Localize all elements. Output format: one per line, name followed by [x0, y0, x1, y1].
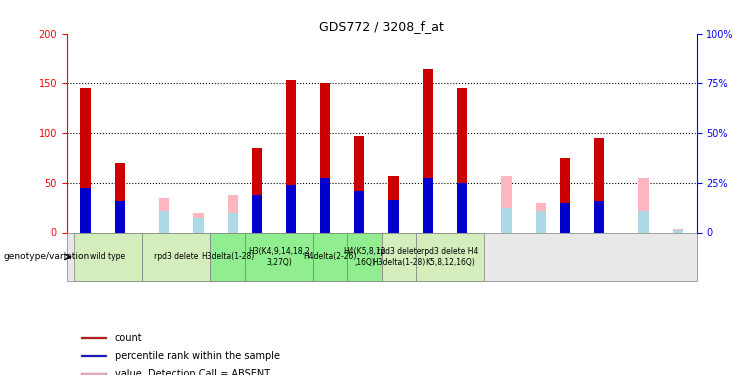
Bar — [536, 211, 546, 232]
Text: H3(K4,9,14,18,2
3,27Q): H3(K4,9,14,18,2 3,27Q) — [248, 247, 310, 267]
Bar — [115, 163, 125, 232]
Bar — [251, 195, 262, 232]
Text: rpd3 delete
H3delta(1-28): rpd3 delete H3delta(1-28) — [372, 247, 425, 267]
Text: genotype/variation: genotype/variation — [4, 252, 90, 261]
Bar — [313, 232, 348, 281]
Bar — [142, 232, 210, 281]
Bar — [354, 136, 365, 232]
Bar — [159, 198, 170, 232]
Bar — [502, 176, 512, 232]
Bar — [227, 195, 238, 232]
Bar — [193, 217, 204, 232]
Bar — [594, 138, 604, 232]
Text: H4delta(2-26): H4delta(2-26) — [304, 252, 357, 261]
Bar — [594, 201, 604, 232]
Bar — [245, 232, 313, 281]
Bar — [81, 355, 107, 357]
Bar — [227, 213, 238, 232]
Bar — [673, 228, 683, 232]
Bar — [81, 373, 107, 375]
Bar — [80, 188, 90, 232]
Text: wild type: wild type — [90, 252, 125, 261]
Bar — [536, 202, 546, 232]
Bar — [286, 185, 296, 232]
Bar — [457, 88, 467, 232]
Bar — [320, 84, 330, 232]
Bar — [422, 69, 433, 232]
Text: rpd3 delete H4
K5,8,12,16Q): rpd3 delete H4 K5,8,12,16Q) — [422, 247, 479, 267]
Bar — [81, 337, 107, 339]
Bar — [457, 183, 467, 232]
Bar — [638, 211, 648, 232]
Bar — [286, 81, 296, 232]
Bar — [388, 200, 399, 232]
Text: percentile rank within the sample: percentile rank within the sample — [115, 351, 279, 361]
Bar — [73, 232, 142, 281]
Bar — [251, 148, 262, 232]
Bar — [210, 232, 245, 281]
Text: value, Detection Call = ABSENT: value, Detection Call = ABSENT — [115, 369, 270, 375]
Bar — [559, 202, 570, 232]
Bar — [159, 211, 170, 232]
Bar — [115, 201, 125, 232]
Title: GDS772 / 3208_f_at: GDS772 / 3208_f_at — [319, 20, 444, 33]
Text: rpd3 delete: rpd3 delete — [154, 252, 199, 261]
Bar — [422, 178, 433, 232]
Bar — [638, 178, 648, 232]
Text: count: count — [115, 333, 142, 343]
Bar — [673, 230, 683, 232]
Bar — [193, 213, 204, 232]
Bar — [559, 158, 570, 232]
Bar — [320, 178, 330, 232]
Bar — [348, 232, 382, 281]
Text: H3delta(1-28): H3delta(1-28) — [201, 252, 254, 261]
Text: H4(K5,8,12
,16Q): H4(K5,8,12 ,16Q) — [343, 247, 386, 267]
Bar — [416, 232, 485, 281]
Bar — [80, 88, 90, 232]
Bar — [388, 176, 399, 232]
Bar — [382, 232, 416, 281]
Bar — [502, 208, 512, 232]
Bar — [354, 191, 365, 232]
